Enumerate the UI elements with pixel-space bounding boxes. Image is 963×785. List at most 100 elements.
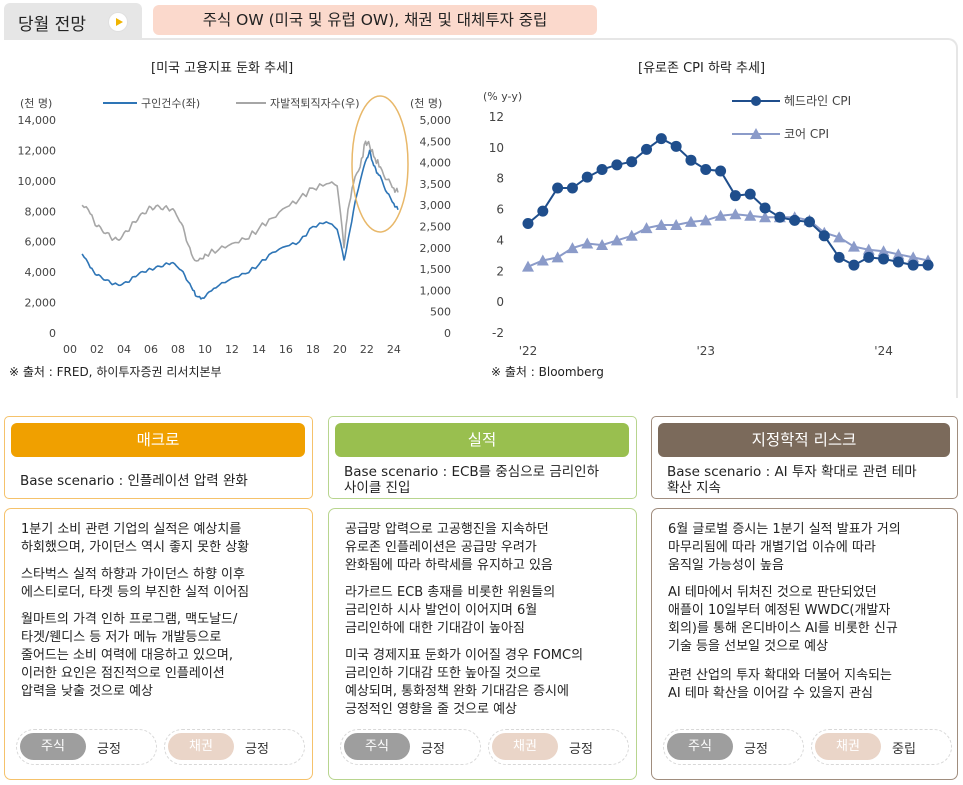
left-y-tick: 10,000 xyxy=(18,175,57,188)
headline-cpi-point xyxy=(922,259,934,271)
headline-cpi-point xyxy=(581,171,593,183)
right-y-tick: 3,500 xyxy=(420,178,452,191)
right-chart-unit: (% y-y) xyxy=(483,90,522,103)
rating-value-equity: 긍정 xyxy=(744,742,768,757)
headline-cpi-point xyxy=(611,159,623,171)
rating-value-bond: 중립 xyxy=(892,742,916,757)
cpi-y-tick: 4 xyxy=(496,233,504,247)
headline-cpi-point xyxy=(759,202,771,214)
core-cpi-point xyxy=(625,229,638,241)
x-tick: 20 xyxy=(333,343,347,356)
headline-cpi-point xyxy=(729,190,741,202)
geopolitical-body: 6월 글로벌 증시는 1분기 실적 발표가 거의 마무리됨에 따라 개별기업 이… xyxy=(651,508,958,780)
left-y-tick: 8,000 xyxy=(25,205,57,218)
cpi-x-tick: '24 xyxy=(874,344,893,358)
core-cpi-point xyxy=(640,222,653,234)
cpi-y-tick: 12 xyxy=(489,110,504,124)
right-y-tick: 0 xyxy=(444,327,451,340)
earnings-rating-equity: 주식 긍정 xyxy=(340,729,481,765)
rating-value-bond: 긍정 xyxy=(569,742,593,757)
left-y-tick: 0 xyxy=(49,327,56,340)
headline-cpi-point xyxy=(700,163,712,175)
macro-para-2: 스타벅스 실적 하향과 가이던스 하향 이후 에스티로더, 타겟 등의 부진한 … xyxy=(21,567,250,600)
x-tick: 08 xyxy=(171,343,185,356)
geopolitical-rating-bond: 채권 중립 xyxy=(811,729,952,765)
headline-cpi-point xyxy=(863,251,875,263)
core-cpi-point xyxy=(833,231,846,243)
headline-cpi-line xyxy=(527,137,928,267)
earnings-section: 실적 Base scenario : ECB를 중심으로 금리인하 사이클 진입 xyxy=(328,416,637,499)
right-y-tick: 500 xyxy=(430,306,451,319)
headline-cpi-point xyxy=(892,256,904,268)
rating-badge-bond: 채권 xyxy=(168,733,234,760)
right-y-tick: 2,000 xyxy=(420,242,452,255)
earnings-para-1: 공급망 압력으로 고공행진을 지속하던 유로존 인플레이션은 공급망 우려가 완… xyxy=(345,522,553,573)
macro-section: 매크로 Base scenario : 인플레이션 압력 완화 xyxy=(4,416,313,499)
x-tick: 18 xyxy=(306,343,320,356)
right-y-tick: 1,000 xyxy=(420,284,452,297)
core-cpi-point xyxy=(877,245,890,257)
headline-cpi-point xyxy=(566,182,578,194)
legend-core-cpi: 코어 CPI xyxy=(784,127,829,141)
core-cpi-point xyxy=(610,234,623,246)
core-cpi-point xyxy=(699,214,712,226)
core-cpi-point xyxy=(729,208,742,220)
core-cpi-point xyxy=(522,260,534,272)
tab-title: 당월 전망 xyxy=(18,15,86,35)
cpi-x-tick: '23 xyxy=(696,344,715,358)
x-tick: 22 xyxy=(360,343,374,356)
highlight-ellipse xyxy=(351,95,409,233)
job-openings-line xyxy=(81,149,399,300)
macro-para-1: 1분기 소비 관련 기업의 실적은 예상치를 하회했으며, 가이던스 역시 좋지… xyxy=(21,522,250,555)
core-cpi-point xyxy=(536,254,549,266)
right-y-tick: 4,500 xyxy=(420,135,452,148)
core-cpi-point xyxy=(714,209,727,221)
outlook-tab[interactable]: 당월 전망 xyxy=(4,3,142,39)
legend-job-openings: 구인건수(좌) xyxy=(141,97,200,110)
headline: 주식 OW (미국 및 유럽 OW), 채권 및 대체투자 중립 xyxy=(153,5,597,35)
rating-badge-bond: 채권 xyxy=(815,733,881,760)
right-y-tick: 5,000 xyxy=(420,114,452,127)
rating-badge-bond: 채권 xyxy=(492,733,558,760)
legend-headline-cpi: 헤드라인 CPI xyxy=(784,94,851,108)
headline-cpi-point xyxy=(789,214,801,226)
core-cpi-point xyxy=(847,240,860,252)
core-cpi-point xyxy=(551,251,564,263)
right-y-tick: 1,500 xyxy=(420,263,452,276)
geopolitical-section: 지정학적 리스크 Base scenario : AI 투자 확대로 관련 테마… xyxy=(651,416,958,499)
headline-cpi-point xyxy=(848,259,860,271)
left-y-tick: 6,000 xyxy=(25,236,57,249)
right-axis-unit: (천 명) xyxy=(410,96,442,110)
macro-body: 1분기 소비 관련 기업의 실적은 예상치를 하회했으며, 가이던스 역시 좋지… xyxy=(4,508,313,780)
x-tick: 10 xyxy=(198,343,212,356)
rating-value-bond: 긍정 xyxy=(245,742,269,757)
header-frame xyxy=(4,38,958,398)
core-cpi-point xyxy=(684,215,697,227)
left-y-tick: 4,000 xyxy=(25,266,57,279)
cpi-x-tick: '22 xyxy=(519,344,538,358)
cpi-y-tick: 10 xyxy=(489,141,504,155)
headline-cpi-point xyxy=(744,188,756,200)
rating-value-equity: 긍정 xyxy=(421,742,445,757)
core-cpi-point xyxy=(759,211,772,223)
core-cpi-line xyxy=(527,213,929,268)
x-tick: 04 xyxy=(117,343,131,356)
play-icon[interactable] xyxy=(108,12,128,32)
headline-cpi-point xyxy=(626,156,638,168)
macro-base-scenario: Base scenario : 인플레이션 압력 완화 xyxy=(20,473,248,489)
geopolitical-base-scenario: Base scenario : AI 투자 확대로 관련 테마 확산 지속 xyxy=(667,464,917,496)
cpi-y-tick: -2 xyxy=(492,326,504,340)
headline-cpi-point xyxy=(818,230,830,242)
right-chart-title: [유로존 CPI 하락 추세] xyxy=(638,61,766,76)
headline-cpi-point xyxy=(878,253,890,265)
earnings-para-2: 라가르드 ECB 총재를 비롯한 위원들의 금리인하 시사 발언이 이어지며 6… xyxy=(345,585,556,636)
headline-cpi-point xyxy=(715,165,727,177)
x-tick: 12 xyxy=(225,343,239,356)
headline-cpi-point xyxy=(670,140,682,152)
headline-cpi-point xyxy=(685,154,697,166)
right-y-tick: 4,000 xyxy=(420,157,452,170)
left-y-tick: 2,000 xyxy=(25,297,57,310)
core-cpi-point xyxy=(670,219,683,230)
headline-cpi-point xyxy=(552,182,564,194)
legend-marker-headline xyxy=(751,96,761,106)
